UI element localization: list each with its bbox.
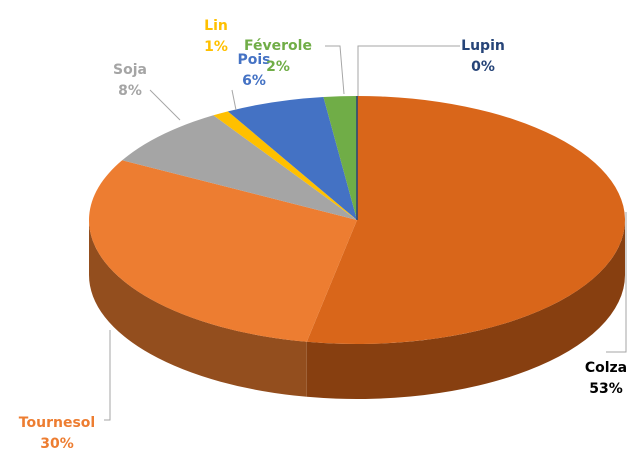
- value-label: 30%: [40, 436, 74, 452]
- value-label: 0%: [471, 59, 495, 75]
- category-label: Féverole: [244, 38, 312, 54]
- leader-line: [149, 89, 181, 121]
- category-label: Pois: [237, 52, 270, 68]
- leader-line: [104, 330, 111, 421]
- slice: [323, 96, 357, 220]
- leader-line: [357, 45, 460, 96]
- slice-side: [306, 220, 625, 399]
- slice: [89, 160, 358, 342]
- value-label: 2%: [266, 59, 290, 75]
- slice: [227, 96, 357, 220]
- slice: [306, 96, 626, 344]
- category-label: Lin: [204, 18, 228, 34]
- category-label: Lupin: [461, 38, 505, 54]
- slice-side: [89, 220, 307, 397]
- value-label: 53%: [589, 381, 623, 397]
- leader-line: [606, 212, 627, 353]
- value-label: 1%: [204, 39, 228, 55]
- category-label: Soja: [113, 62, 147, 78]
- category-label: Tournesol: [19, 415, 95, 431]
- leader-line: [325, 45, 345, 95]
- slice: [122, 115, 357, 220]
- value-label: 6%: [242, 73, 266, 89]
- slice: [213, 111, 357, 220]
- value-label: 8%: [118, 83, 142, 99]
- category-label: Colza: [585, 360, 627, 376]
- leader-line: [231, 89, 237, 111]
